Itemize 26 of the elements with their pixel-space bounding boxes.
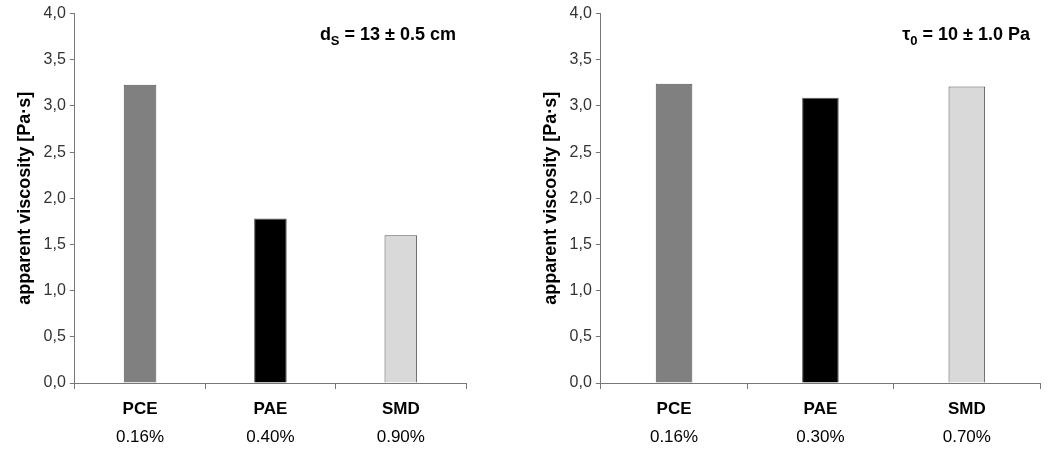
x-tick-label: PAE 0.30%: [796, 398, 845, 446]
x-tick-label: PCE 0.16%: [115, 398, 165, 446]
y-tick-label: 1,0: [569, 281, 592, 299]
y-tick-label: 1,5: [569, 234, 592, 252]
y-tick-label: 1,5: [43, 234, 66, 252]
y-tick-label: 2,0: [43, 188, 66, 206]
y-tick-label: 4,0: [43, 4, 66, 22]
y-tick-label: 3,5: [569, 50, 592, 68]
y-tick-label: 3,5: [43, 50, 66, 68]
y-tick-label: 0,0: [569, 373, 592, 391]
y-tick-label: 2,5: [43, 142, 66, 160]
y-tick-label: 0,5: [569, 327, 592, 345]
x-tick-label: PAE 0.40%: [246, 398, 295, 446]
y-tick-label: 0,0: [43, 373, 66, 391]
y-axis-title: apparent viscosity [Pa·s]: [539, 91, 560, 305]
x-tick-label: PCE 0.16%: [649, 398, 699, 446]
y-axis-title: apparent viscosity [Pa·s]: [13, 91, 34, 305]
y-tick-label: 1,0: [43, 281, 66, 299]
y-tick-label: 2,0: [569, 188, 592, 206]
y-tick-label: 0,5: [43, 327, 66, 345]
y-tick-label: 3,0: [569, 96, 592, 114]
y-tick-label: 4,0: [569, 4, 592, 22]
y-tick-label: 2,5: [569, 142, 592, 160]
x-tick-label: SMD 0.90%: [376, 398, 425, 446]
x-tick-label: SMD 0.70%: [942, 398, 991, 446]
y-tick-label: 3,0: [43, 96, 66, 114]
